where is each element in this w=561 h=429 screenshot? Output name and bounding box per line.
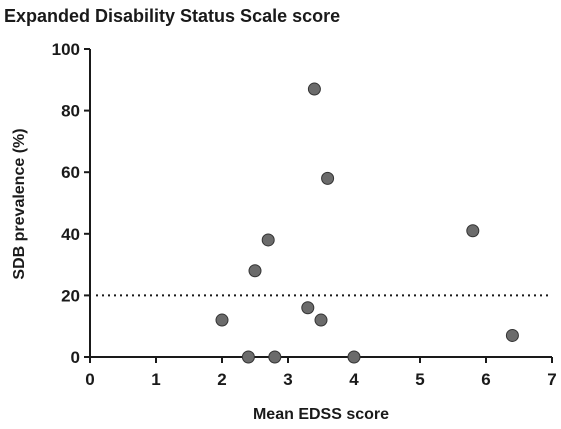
- x-tick-label-4: 4: [349, 370, 359, 389]
- x-tick-label-7: 7: [547, 370, 556, 389]
- data-point: [321, 171, 335, 185]
- data-point: [307, 82, 321, 96]
- data-point: [301, 301, 315, 315]
- y-tick-label-0: 0: [71, 348, 80, 367]
- x-tick-label-3: 3: [283, 370, 292, 389]
- data-point: [268, 350, 282, 364]
- data-point: [505, 328, 519, 342]
- x-tick-label-5: 5: [415, 370, 424, 389]
- x-axis-title: Mean EDSS score: [253, 406, 389, 423]
- data-point: [241, 350, 255, 364]
- data-point: [314, 313, 328, 327]
- y-axis-title: SDB prevalence (%): [11, 128, 28, 279]
- y-tick-label-80: 80: [61, 102, 80, 121]
- x-tick-label-6: 6: [481, 370, 490, 389]
- x-tick-label-0: 0: [85, 370, 94, 389]
- x-tick-label-1: 1: [151, 370, 160, 389]
- data-point: [215, 313, 229, 327]
- data-point: [261, 233, 275, 247]
- y-tick-label-60: 60: [61, 163, 80, 182]
- plot-area: 0 20 40 60 80 100 0 1 2 3 4 5 6 7: [52, 40, 557, 389]
- y-axis-title-group: SDB prevalence (%): [11, 128, 28, 279]
- chart-title: Expanded Disability Status Scale score: [4, 6, 340, 26]
- y-tick-label-20: 20: [61, 286, 80, 305]
- data-point: [466, 224, 480, 238]
- y-tick-label-100: 100: [52, 40, 80, 59]
- x-tick-label-2: 2: [217, 370, 226, 389]
- data-point: [248, 264, 262, 278]
- data-point: [347, 350, 361, 364]
- y-tick-label-40: 40: [61, 225, 80, 244]
